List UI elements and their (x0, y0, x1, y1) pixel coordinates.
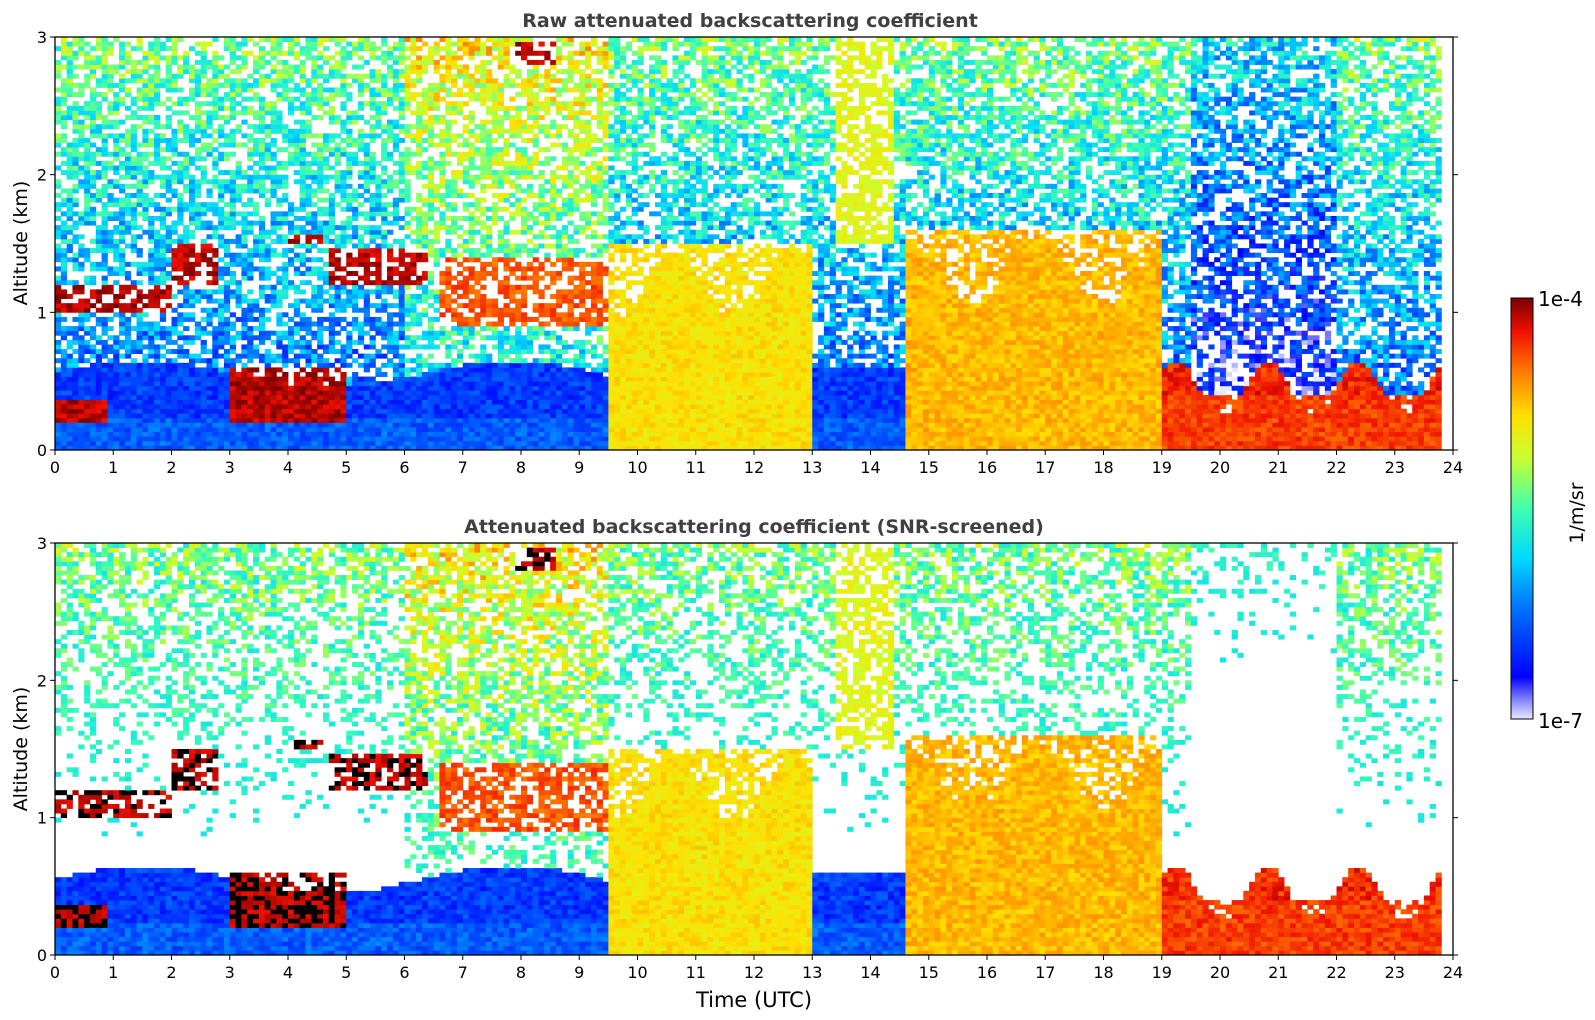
y-tick-label: 0 (37, 946, 47, 965)
y-tick-label: 3 (37, 28, 47, 47)
x-tick-label: 23 (1385, 458, 1405, 477)
x-tick-label: 3 (225, 458, 235, 477)
x-tick-label: 13 (802, 963, 822, 982)
colorbar-unit-label: 1/m/sr (1566, 482, 1588, 543)
panel-raw-title: Raw attenuated backscattering coefficien… (522, 10, 978, 32)
colorbar-gradient (1511, 298, 1533, 719)
x-tick-label: 2 (166, 963, 176, 982)
x-tick-label: 19 (1152, 458, 1172, 477)
x-tick-label: 11 (686, 458, 706, 477)
panel-screened: Attenuated backscattering coefficient (S… (10, 516, 1463, 1012)
x-tick-label: 2 (166, 458, 176, 477)
x-tick-label: 12 (744, 963, 764, 982)
x-tick-label: 4 (283, 458, 293, 477)
x-tick-label: 0 (50, 963, 60, 982)
x-tick-label: 1 (108, 963, 118, 982)
colorbar-max-label: 1e-4 (1538, 287, 1583, 311)
x-tick-label: 22 (1326, 963, 1346, 982)
x-tick-label: 5 (341, 458, 351, 477)
x-tick-label: 14 (860, 963, 880, 982)
x-tick-label: 15 (919, 963, 939, 982)
panel-screened-heatmap (55, 543, 1442, 955)
y-tick-label: 1 (37, 303, 47, 322)
x-tick-label: 0 (50, 458, 60, 477)
colorbar-min-label: 1e-7 (1538, 709, 1583, 733)
x-tick-label: 24 (1443, 963, 1463, 982)
x-tick-label: 7 (458, 963, 468, 982)
x-tick-label: 4 (283, 963, 293, 982)
y-tick-label: 2 (37, 166, 47, 185)
x-tick-label: 7 (458, 458, 468, 477)
x-tick-label: 10 (627, 458, 647, 477)
y-tick-label: 3 (37, 534, 47, 553)
x-tick-label: 13 (802, 458, 822, 477)
x-tick-label: 10 (627, 963, 647, 982)
x-tick-label: 18 (1093, 458, 1113, 477)
x-tick-label: 20 (1210, 458, 1230, 477)
panel-screened-ylabel: Altitude (km) (10, 687, 32, 812)
x-tick-label: 23 (1385, 963, 1405, 982)
x-tick-label: 11 (686, 963, 706, 982)
x-tick-label: 9 (574, 963, 584, 982)
panel-raw: Raw attenuated backscattering coefficien… (10, 10, 1463, 477)
x-tick-label: 18 (1093, 963, 1113, 982)
x-tick-label: 8 (516, 963, 526, 982)
x-tick-label: 16 (977, 963, 997, 982)
x-tick-label: 21 (1268, 963, 1288, 982)
x-tick-label: 17 (1035, 963, 1055, 982)
x-tick-label: 6 (399, 458, 409, 477)
x-tick-label: 3 (225, 963, 235, 982)
panel-screened-title: Attenuated backscattering coefficient (S… (464, 516, 1044, 538)
x-tick-label: 16 (977, 458, 997, 477)
x-tick-label: 14 (860, 458, 880, 477)
x-tick-label: 22 (1326, 458, 1346, 477)
panel-screened-xlabel: Time (UTC) (695, 988, 812, 1012)
x-tick-label: 12 (744, 458, 764, 477)
x-tick-label: 1 (108, 458, 118, 477)
x-tick-label: 20 (1210, 963, 1230, 982)
y-tick-label: 0 (37, 441, 47, 460)
x-tick-label: 21 (1268, 458, 1288, 477)
figure: Raw attenuated backscattering coefficien… (0, 0, 1595, 1020)
x-tick-label: 5 (341, 963, 351, 982)
x-tick-label: 17 (1035, 458, 1055, 477)
x-tick-label: 8 (516, 458, 526, 477)
panel-raw-ylabel: Altitude (km) (10, 181, 32, 306)
colorbar: 1e-4 1e-7 1/m/sr (1511, 287, 1588, 733)
panel-raw-heatmap (55, 37, 1442, 450)
x-tick-label: 24 (1443, 458, 1463, 477)
x-tick-label: 19 (1152, 963, 1172, 982)
x-tick-label: 6 (399, 963, 409, 982)
x-tick-label: 9 (574, 458, 584, 477)
y-tick-label: 1 (37, 809, 47, 828)
x-tick-label: 15 (919, 458, 939, 477)
y-tick-label: 2 (37, 671, 47, 690)
